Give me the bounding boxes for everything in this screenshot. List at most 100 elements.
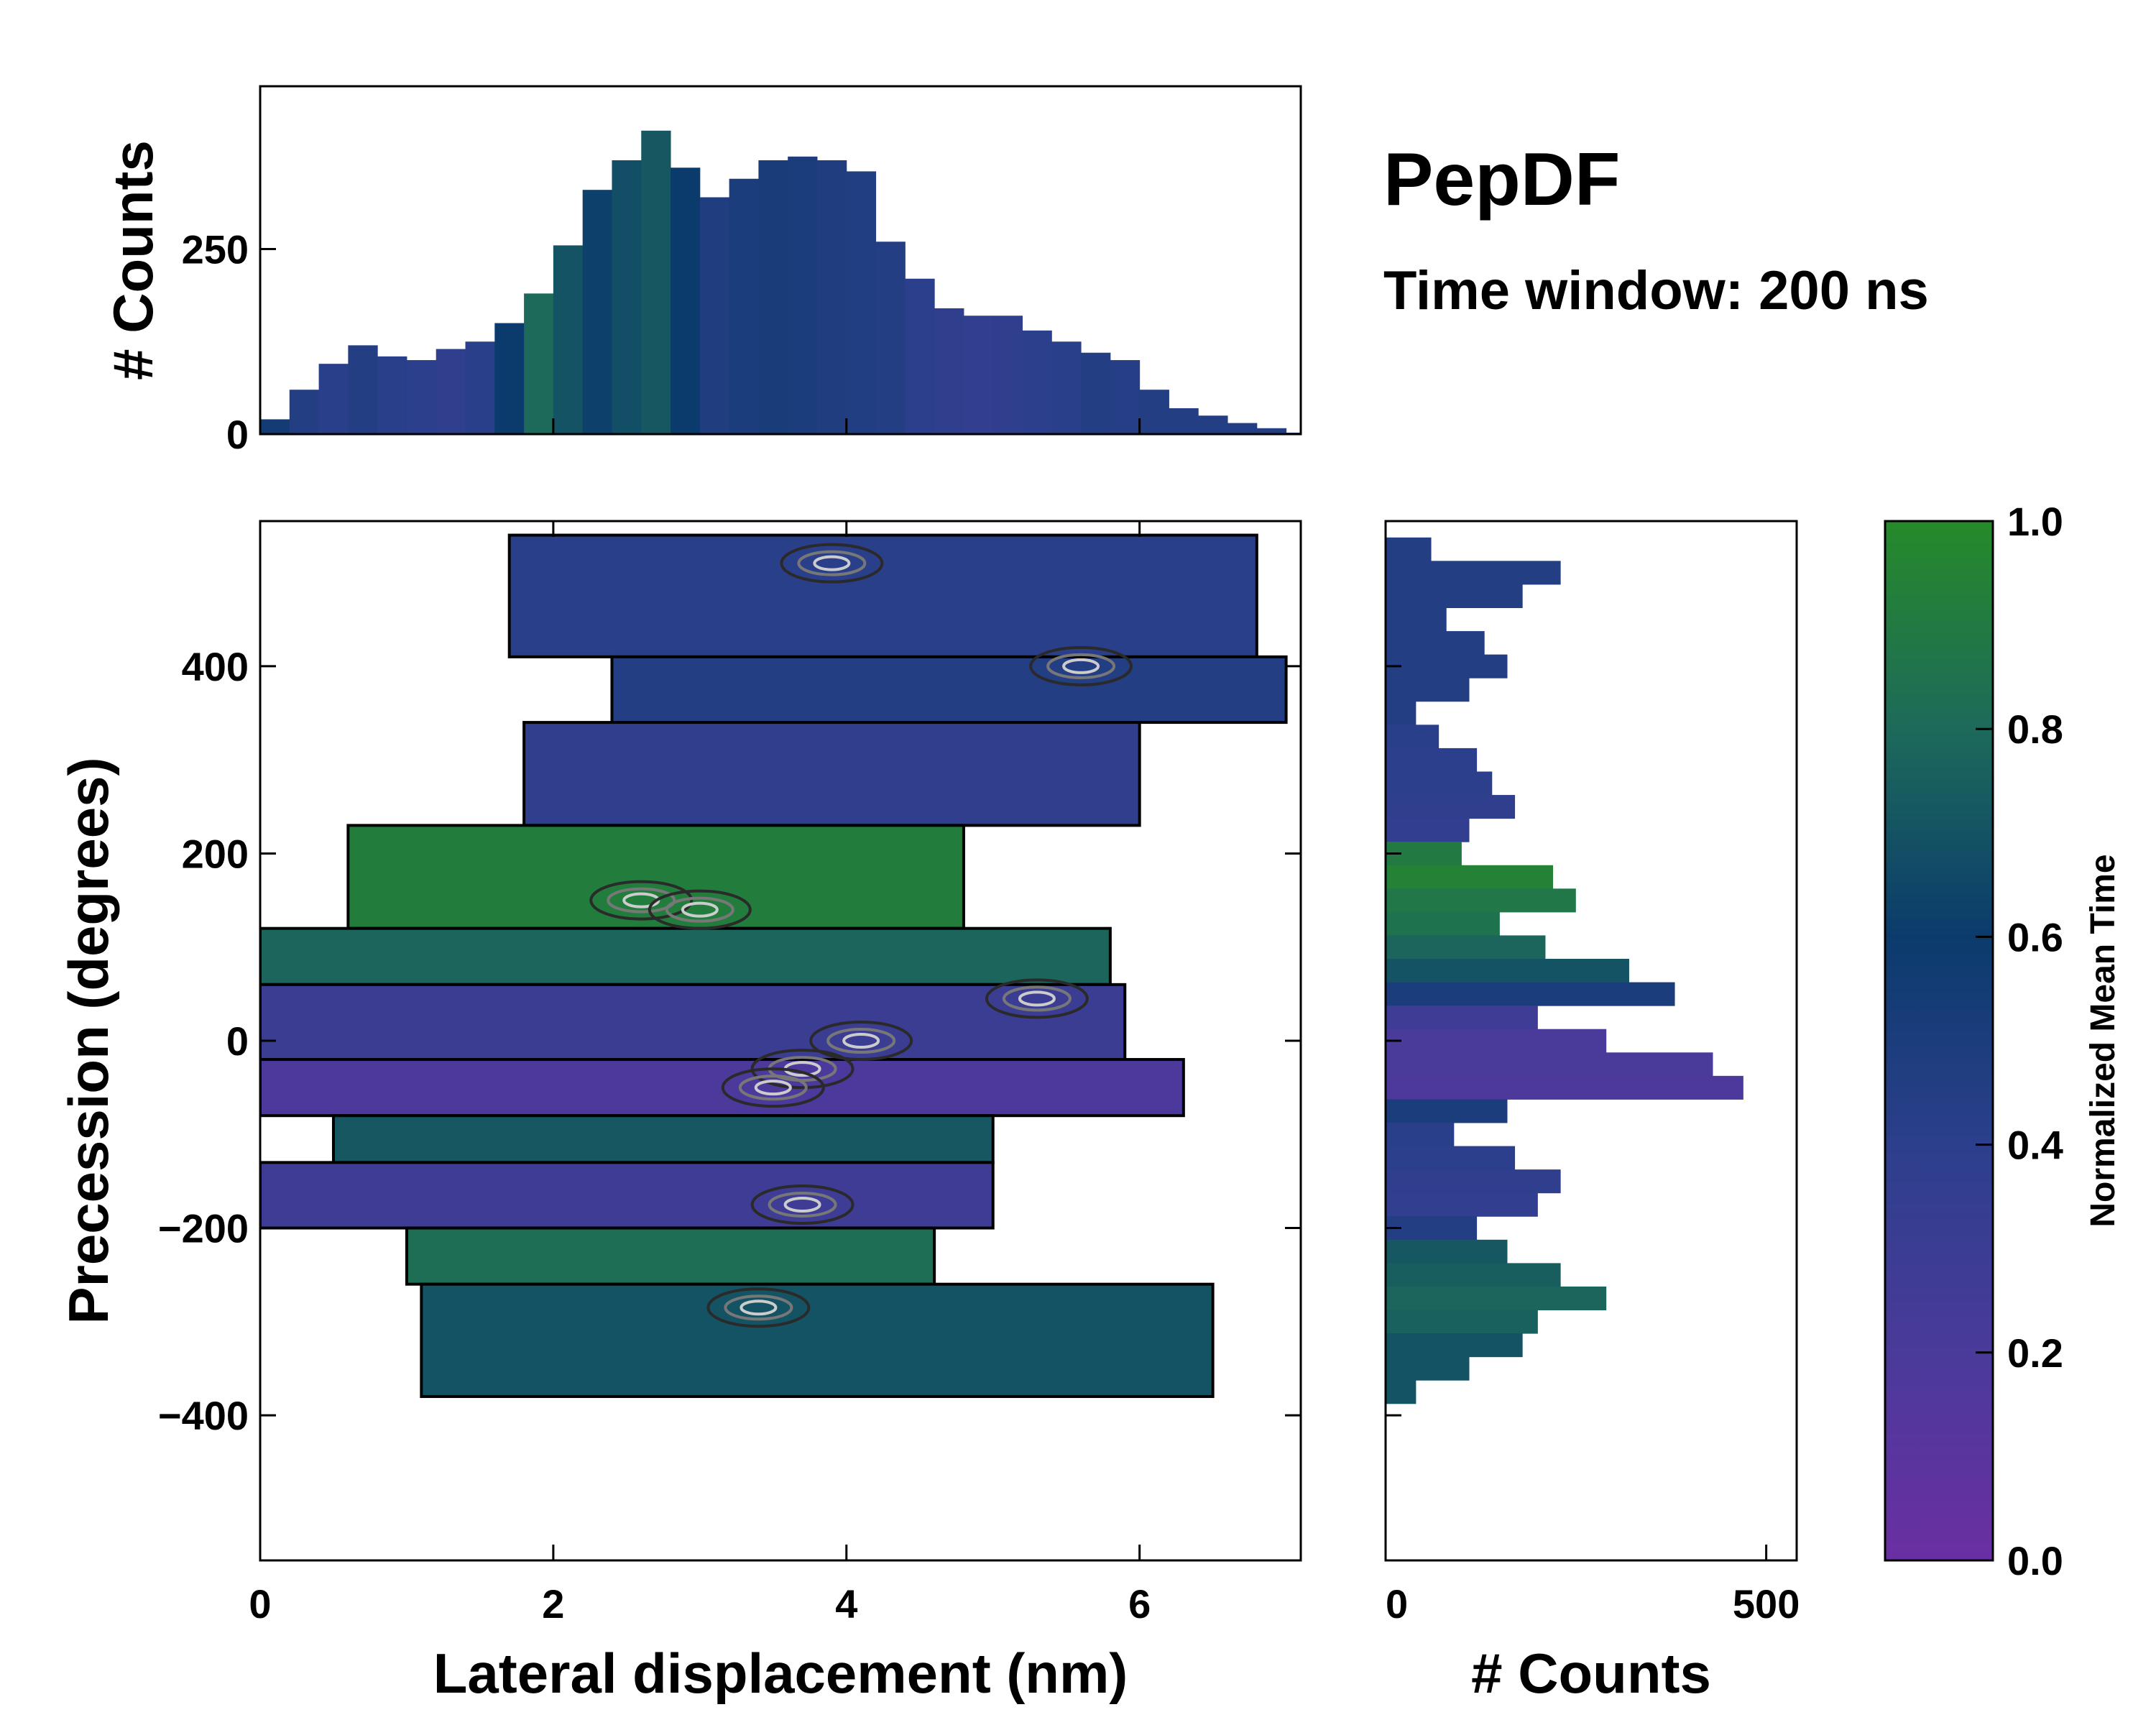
top-bar-8 [494,323,525,434]
right-bar-34 [1386,1333,1523,1358]
top-bar-33 [1227,423,1258,434]
top-ytick-label-0: 0 [226,412,249,457]
heatmap-band-7 [331,1114,995,1164]
top-bar-29 [1110,360,1141,434]
top-bar-21 [875,242,906,434]
heatmap-xtick-label-2: 4 [835,1581,857,1627]
colorbar-tick-label-1: 0.2 [2007,1330,2063,1376]
right-bar-25 [1386,1122,1455,1147]
right-xtick-label-0: 0 [1386,1581,1408,1627]
right-bar-36 [1386,1380,1416,1404]
top-bar-1 [289,390,320,434]
right-bar-11 [1386,795,1516,819]
contour-7-2 [1062,658,1100,674]
right-bar-4 [1386,631,1485,656]
heatmap-band-2 [522,721,1141,827]
heatmap-xtick-label-3: 6 [1128,1581,1151,1627]
top-bar-5 [406,360,437,434]
top-bar-23 [934,308,964,434]
contour-6-0 [780,543,884,584]
contour-1-2 [681,901,719,918]
top-bar-26 [1022,330,1052,434]
top-bar-4 [377,356,407,434]
right-bar-20 [1386,1006,1538,1030]
right-bar-16 [1386,911,1500,936]
heatmap-band-10 [420,1282,1215,1399]
contour-1-0 [648,889,752,930]
right-bar-30 [1386,1239,1508,1264]
right-histogram-panel: 0 500 # Counts [1384,520,1800,1705]
top-bar-31 [1169,408,1199,434]
top-bar-9 [524,293,554,434]
top-bar-13 [641,130,671,434]
right-bar-14 [1386,865,1554,889]
top-bar-32 [1198,415,1228,434]
colorbar: 0.0 0.2 0.4 0.6 0.8 1.0 Normalized Mean Time [1884,499,2122,1583]
right-bar-3 [1386,607,1447,632]
colorbar-tick-label-5: 1.0 [2007,499,2063,544]
right-bar-7 [1386,701,1416,725]
top-bar-12 [612,160,642,434]
top-bar-15 [699,197,730,434]
colorbar-tick-label-0: 0.0 [2007,1538,2063,1583]
top-bar-25 [992,316,1023,434]
top-bar-27 [1051,341,1082,434]
contour-6-2 [813,555,851,571]
heatmap-ylabel: Precession (degrees) [57,757,120,1324]
top-bar-22 [905,278,935,434]
contour-7-1 [1046,653,1116,679]
contour-4-1 [724,1294,793,1321]
top-bar-11 [582,190,612,434]
heatmap-xtick-label-1: 2 [542,1581,564,1627]
contour-8-0 [809,1021,913,1061]
heatmap-ytick-label-3: 200 [182,831,249,876]
contour-4-0 [706,1287,811,1328]
right-bar-12 [1386,818,1470,842]
colorbar-tick-label-2: 0.4 [2007,1123,2063,1168]
contour-3-1 [738,1075,808,1101]
heatmap-band-8 [260,1161,995,1230]
heatmap-ticks: 0 2 4 6 −400 −200 0 200 400 [158,521,1301,1627]
top-histogram-bars [260,130,1301,434]
right-histogram-xlabel: # Counts [1471,1642,1711,1705]
right-bar-35 [1386,1356,1470,1381]
right-bar-33 [1386,1310,1538,1334]
contour-1-1 [665,896,734,923]
contour-3-2 [754,1080,792,1096]
heatmap-ytick-label-1: −200 [158,1206,249,1251]
top-bar-34 [1256,428,1287,434]
heatmap-xtick-label-0: 0 [249,1581,271,1627]
heatmap-ytick-label-4: 400 [182,644,249,689]
contour-5-1 [1002,985,1072,1012]
top-bar-14 [671,167,701,434]
right-bar-0 [1386,537,1432,561]
right-bar-31 [1386,1263,1561,1287]
heatmap-band-9 [405,1226,936,1286]
right-bar-18 [1386,959,1629,983]
contour-0-0 [589,880,694,921]
top-bar-0 [260,419,290,434]
contour-0-1 [607,887,676,914]
top-bar-24 [963,316,994,434]
contour-8-1 [826,1028,896,1054]
right-bar-27 [1386,1169,1561,1194]
heatmap-ytick-label-0: −400 [158,1393,249,1438]
right-bar-6 [1386,678,1470,702]
top-bar-28 [1081,352,1111,434]
colorbar-tick-label-3: 0.6 [2007,914,2063,960]
right-bar-5 [1386,654,1508,678]
heatmap-contours [589,543,1133,1328]
right-bar-21 [1386,1029,1607,1053]
contour-4-2 [740,1300,778,1316]
heatmap-band-1 [610,655,1288,724]
top-histogram-frame [259,85,1302,436]
figure-subtitle: Time window: 200 ns [1383,260,1929,321]
right-bar-1 [1386,561,1561,585]
right-bar-24 [1386,1099,1508,1123]
top-bar-19 [816,160,847,434]
right-bar-8 [1386,724,1439,749]
contour-5-2 [1018,990,1056,1007]
right-bar-23 [1386,1075,1743,1100]
contour-8-2 [842,1033,880,1049]
